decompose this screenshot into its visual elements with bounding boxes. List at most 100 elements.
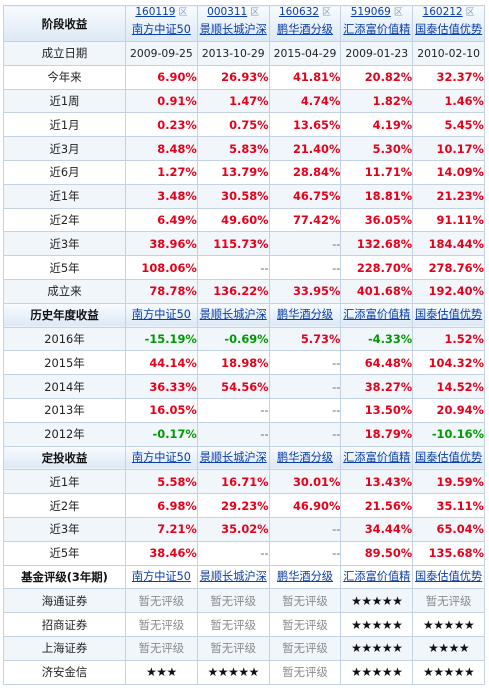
fund-header-000311[interactable]: 景顺长城沪深	[196, 302, 270, 328]
row-label: 上海证券	[3, 635, 126, 661]
return-value-positive: 1.27%	[125, 159, 198, 185]
return-value-positive: 36.33%	[125, 374, 198, 399]
fund-header-000311[interactable]: 景顺长城沪深	[196, 564, 270, 590]
inception-date: 2009-01-23	[340, 41, 414, 66]
return-value-positive: 18.98%	[196, 350, 270, 376]
table-row: 2016年 -15.19% -0.69% 5.73% -4.33% 1.52%	[3, 326, 485, 352]
return-value-positive: 6.49%	[125, 207, 198, 233]
fund-name-link[interactable]: 景顺长城沪深	[199, 450, 267, 464]
return-value-positive: 36.05%	[340, 207, 414, 233]
table-row: 近1周 0.91% 1.47% 4.74% 1.82% 1.46%	[3, 88, 485, 114]
table-row: 近3月 8.48% 5.83% 21.40% 5.30% 10.17%	[3, 136, 485, 161]
chart-icon[interactable]: 区	[250, 8, 260, 18]
fund-name-link[interactable]: 景顺长城沪深	[199, 308, 267, 322]
return-value-positive: 32.37%	[412, 64, 485, 90]
fund-header-160212[interactable]: 国泰估值优势	[412, 564, 485, 590]
fund-header-000311[interactable]: 000311 区景顺长城沪深	[196, 5, 270, 42]
fund-name-link[interactable]: 汇添富价值精	[343, 308, 411, 322]
fund-header-160212[interactable]: 国泰估值优势	[412, 445, 485, 471]
fund-name-link[interactable]: 汇添富价值精	[343, 569, 411, 583]
fund-name-link[interactable]: 汇添富价值精	[343, 450, 411, 464]
fund-header-160632[interactable]: 160632 区鹏华酒分级	[268, 5, 342, 42]
fund-header-160212[interactable]: 160212 区国泰估值优势	[412, 5, 485, 42]
fund-header-160119[interactable]: 160119 区南方中证50	[125, 5, 198, 42]
return-value-positive: 54.56%	[196, 374, 270, 399]
fund-header-160632[interactable]: 鹏华酒分级	[268, 445, 342, 471]
fund-name-link[interactable]: 鹏华酒分级	[277, 308, 333, 322]
fund-name-link[interactable]: 国泰估值优势	[415, 308, 483, 322]
fund-name-link[interactable]: 景顺长城沪深	[199, 569, 267, 583]
table-row: 成立来 78.78% 136.22% 33.95% 401.68% 192.40%	[3, 278, 485, 304]
return-value-positive: 38.96%	[125, 231, 198, 257]
fund-header-160212[interactable]: 国泰估值优势	[412, 302, 485, 328]
fund-header-160119[interactable]: 南方中证50	[125, 445, 198, 471]
no-rating-text: 暂无评级	[125, 588, 198, 614]
no-rating-text: 暂无评级	[268, 659, 342, 685]
fund-name-link[interactable]: 南方中证50	[131, 450, 191, 464]
no-rating-text: 暂无评级	[268, 612, 342, 637]
return-value-negative: -0.17%	[125, 421, 198, 447]
fund-header-160632[interactable]: 鹏华酒分级	[268, 302, 342, 328]
fund-code-link[interactable]: 160119 区	[126, 6, 196, 20]
chart-icon[interactable]: 区	[178, 8, 188, 18]
section-header-annual: 历史年度收益 南方中证50 景顺长城沪深 鹏华酒分级 汇添富价值精 国泰估值优势	[3, 302, 485, 328]
return-value-positive: 0.75%	[196, 112, 270, 138]
return-value-positive: 64.48%	[340, 350, 414, 376]
fund-header-160119[interactable]: 南方中证50	[125, 564, 198, 590]
fund-header-519069[interactable]: 汇添富价值精	[340, 564, 414, 590]
fund-name-link[interactable]: 南方中证50	[131, 569, 191, 583]
return-value-positive: 77.42%	[268, 207, 342, 233]
section-title: 历史年度收益	[3, 302, 126, 328]
fund-name-link[interactable]: 国泰估值优势	[415, 450, 483, 464]
fund-name-link[interactable]: 汇添富价值精	[343, 23, 411, 36]
value-unavailable: --	[268, 255, 342, 280]
fund-code[interactable]: 160119	[135, 6, 176, 19]
row-label: 招商证券	[3, 612, 126, 637]
return-value-positive: 35.02%	[196, 516, 270, 542]
value-unavailable: --	[268, 397, 342, 423]
fund-code[interactable]: 160212	[422, 6, 463, 19]
row-label: 2012年	[3, 421, 126, 447]
return-value-positive: 28.84%	[268, 159, 342, 185]
fund-header-519069[interactable]: 汇添富价值精	[340, 302, 414, 328]
return-value-positive: 38.27%	[340, 374, 414, 399]
chart-icon[interactable]: 区	[465, 8, 475, 18]
row-label: 近3年	[3, 516, 126, 542]
chart-icon[interactable]: 区	[322, 8, 332, 18]
fund-name-link[interactable]: 鹏华酒分级	[277, 450, 333, 464]
return-value-positive: 20.82%	[340, 64, 414, 90]
fund-code[interactable]: 519069	[350, 6, 391, 19]
no-rating-text: 暂无评级	[196, 612, 270, 637]
star-rating: ★★★★★	[196, 659, 270, 685]
fund-name-link[interactable]: 鹏华酒分级	[277, 569, 333, 583]
fund-name-link[interactable]: 南方中证50	[131, 308, 191, 322]
return-value-positive: 21.40%	[268, 136, 342, 161]
fund-code-link[interactable]: 160632 区	[270, 6, 340, 20]
fund-header-519069[interactable]: 汇添富价值精	[340, 445, 414, 471]
chart-icon[interactable]: 区	[393, 8, 403, 18]
fund-code-link[interactable]: 000311 区	[198, 6, 268, 20]
table-row: 近1年 5.58% 16.71% 30.01% 13.43% 19.59%	[3, 469, 485, 495]
return-value-positive: 18.79%	[340, 421, 414, 447]
no-rating-text: 暂无评级	[268, 588, 342, 614]
row-label: 近1年	[3, 469, 126, 495]
return-value-positive: 5.30%	[340, 136, 414, 161]
fund-header-160632[interactable]: 鹏华酒分级	[268, 564, 342, 590]
table-row: 近3年 7.21% 35.02% -- 34.44% 65.04%	[3, 516, 485, 542]
fund-name-link[interactable]: 国泰估值优势	[415, 569, 483, 583]
return-value-positive: 115.73%	[196, 231, 270, 257]
fund-header-000311[interactable]: 景顺长城沪深	[196, 445, 270, 471]
fund-name-link[interactable]: 国泰估值优势	[415, 23, 483, 36]
fund-code-link[interactable]: 160212 区	[414, 6, 484, 20]
return-value-positive: 1.47%	[196, 88, 270, 114]
fund-header-519069[interactable]: 519069 区汇添富价值精	[340, 5, 414, 42]
fund-header-160119[interactable]: 南方中证50	[125, 302, 198, 328]
row-label: 近3年	[3, 231, 126, 257]
fund-name-link[interactable]: 南方中证50	[131, 23, 191, 36]
return-value-positive: 91.11%	[412, 207, 485, 233]
fund-name-link[interactable]: 鹏华酒分级	[277, 23, 333, 36]
fund-name-link[interactable]: 景顺长城沪深	[199, 23, 267, 36]
fund-code[interactable]: 000311	[207, 6, 248, 19]
fund-code-link[interactable]: 519069 区	[342, 6, 412, 20]
fund-code[interactable]: 160632	[278, 6, 320, 19]
